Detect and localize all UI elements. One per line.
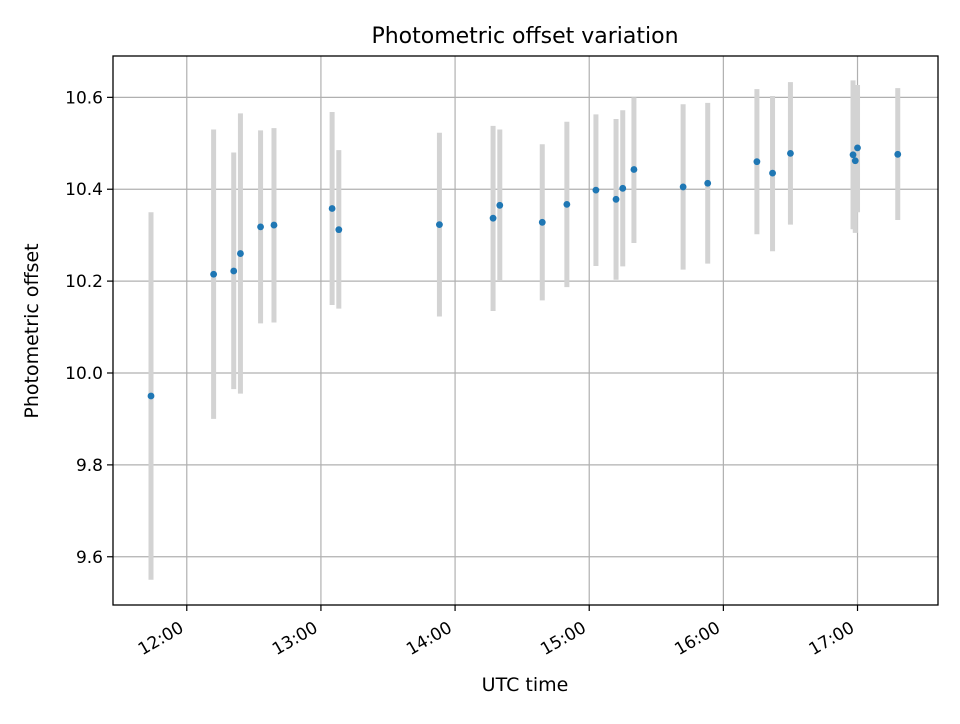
data-point	[489, 214, 497, 222]
data-point	[854, 144, 861, 152]
data-point	[335, 226, 343, 234]
data-point	[210, 270, 218, 278]
error-bars	[148, 80, 901, 580]
y-axis-label: Photometric offset	[21, 243, 43, 418]
x-tick-label: 17:00	[806, 618, 858, 660]
data-point	[237, 250, 244, 257]
x-tick-label: 13:00	[269, 618, 321, 660]
data-point	[147, 392, 155, 400]
data-point	[679, 183, 687, 191]
data-point	[230, 267, 238, 275]
grid	[113, 56, 938, 605]
data-point	[270, 221, 278, 229]
data-point	[538, 218, 546, 226]
data-point	[563, 200, 571, 208]
data-point	[769, 169, 776, 177]
data-point	[851, 157, 859, 165]
y-tick-label: 10.4	[65, 180, 103, 200]
data-point	[328, 205, 336, 212]
x-tick-label: 12:00	[135, 618, 187, 660]
data-point	[849, 151, 857, 159]
y-tick-label: 9.8	[76, 456, 103, 476]
y-tick-label: 10.6	[65, 88, 103, 108]
data-point	[592, 186, 600, 194]
chart-title: Photometric offset variation	[371, 24, 678, 49]
data-points	[147, 144, 902, 400]
y-tick-label: 10.2	[65, 272, 103, 292]
data-point	[787, 149, 794, 157]
data-point	[704, 179, 712, 187]
plot-frame	[112, 55, 939, 606]
x-axis-label: UTC time	[482, 674, 569, 696]
data-point	[496, 201, 504, 209]
x-tick-label: 16:00	[671, 618, 723, 660]
data-point	[612, 195, 620, 203]
data-point	[619, 184, 627, 192]
data-point	[753, 158, 761, 166]
x-axis: 12:00 13:00 14:00 15:00 16:00 17:00	[135, 605, 859, 660]
x-tick-label: 14:00	[403, 618, 455, 660]
data-point	[257, 223, 264, 231]
y-tick-label: 10.0	[65, 364, 103, 384]
y-tick-label: 9.6	[76, 548, 103, 568]
y-axis: 9.6 9.8 10.0 10.2 10.4 10.6	[65, 88, 113, 568]
data-point	[894, 150, 902, 158]
data-point	[630, 166, 638, 173]
data-point	[436, 221, 443, 229]
x-tick-label: 15:00	[537, 618, 589, 660]
